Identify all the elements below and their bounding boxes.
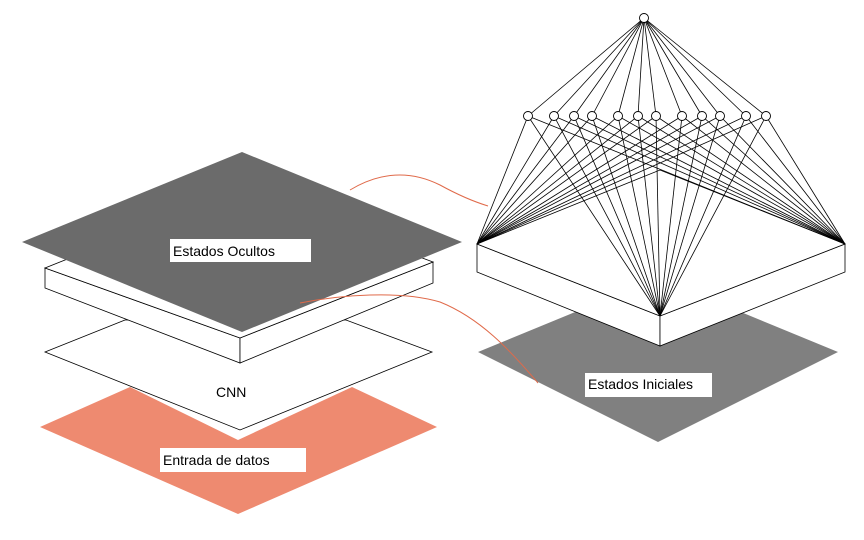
input-connection [476,115,767,245]
hidden-node [613,111,623,121]
hidden-node [715,111,725,121]
output-connection [643,17,721,117]
input-connection [637,115,661,317]
input-connection [527,115,661,317]
input-connection [659,115,747,317]
input-connection [527,115,846,245]
input-connection [476,115,747,245]
input-connection [553,115,661,317]
output-connection [637,17,645,117]
output-connection [643,17,767,117]
input-connection [553,115,846,245]
hidden-node [523,111,533,121]
hidden-node [549,111,559,121]
input-connection [659,115,721,317]
input-connection [476,115,657,245]
hidden-node [697,111,707,121]
hidden-node [677,111,687,121]
hidden-node [569,111,579,121]
initial-states-label: Estados Iniciales [588,376,693,392]
input-connection [701,115,846,245]
output-connection [643,17,657,117]
hidden-node [741,111,751,121]
input-label-bg [160,448,306,472]
input-connection [591,115,661,317]
input-connection [659,115,767,317]
output-connection [527,17,645,117]
input-connection [476,115,593,245]
input-label: Entrada de datos [163,452,270,468]
input-connection [573,115,661,317]
input-connection [637,115,846,245]
input-connection [765,115,846,245]
input-connection [476,115,703,245]
input-connection [659,115,683,317]
input-connection [476,115,555,245]
output-connection [573,17,645,117]
connector-curve-top [349,174,489,207]
input-connection [476,115,639,245]
hidden-node [651,111,661,121]
output-connection [591,17,645,117]
connector-curve-bottom [299,294,539,384]
input-connection [476,115,575,245]
network-nodes [523,13,771,121]
connector-curves [299,174,539,384]
initial-states-plane [478,278,838,442]
input-connection [681,115,846,245]
input-connection [655,115,846,245]
output-connection [643,17,747,117]
input-connection [476,115,683,245]
output-connection [643,17,703,117]
output-node [639,13,649,23]
output-connection [643,17,683,117]
initial-states-label-bg [585,373,712,397]
input-connection [719,115,846,245]
input-connection [617,115,661,317]
input-connection [476,115,529,245]
initial-states-layer [478,278,838,442]
output-connection [617,17,645,117]
network-connections [476,17,846,317]
hidden-states-label-bg [170,239,311,262]
input-connection [476,115,619,245]
hidden-node [761,111,771,121]
input-connection [617,115,846,245]
input-connection [659,115,703,317]
hidden-node [587,111,597,121]
network-base-slab [475,169,847,347]
hidden-states-label: Estados Ocultos [173,243,275,259]
input-connection [573,115,846,245]
cnn-label: CNN [216,384,246,400]
output-connection [553,17,645,117]
hidden-node [633,111,643,121]
input-connection [476,115,721,245]
input-connection [745,115,846,245]
